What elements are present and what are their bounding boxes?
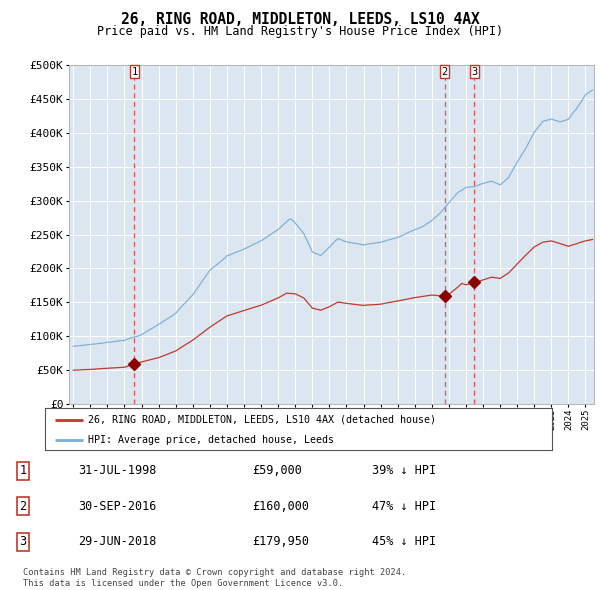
Text: Price paid vs. HM Land Registry's House Price Index (HPI): Price paid vs. HM Land Registry's House … (97, 25, 503, 38)
Text: 30-SEP-2016: 30-SEP-2016 (78, 500, 157, 513)
Text: 29-JUN-2018: 29-JUN-2018 (78, 535, 157, 548)
Text: 26, RING ROAD, MIDDLETON, LEEDS, LS10 4AX: 26, RING ROAD, MIDDLETON, LEEDS, LS10 4A… (121, 12, 479, 27)
Text: 47% ↓ HPI: 47% ↓ HPI (372, 500, 436, 513)
Text: 2: 2 (442, 67, 448, 77)
Text: This data is licensed under the Open Government Licence v3.0.: This data is licensed under the Open Gov… (23, 579, 343, 588)
Text: HPI: Average price, detached house, Leeds: HPI: Average price, detached house, Leed… (88, 435, 334, 444)
Text: £179,950: £179,950 (252, 535, 309, 548)
Text: 26, RING ROAD, MIDDLETON, LEEDS, LS10 4AX (detached house): 26, RING ROAD, MIDDLETON, LEEDS, LS10 4A… (88, 415, 436, 425)
Text: 3: 3 (472, 67, 478, 77)
Text: 2: 2 (19, 500, 26, 513)
Text: £59,000: £59,000 (252, 464, 302, 477)
Text: 1: 1 (131, 67, 137, 77)
Text: 3: 3 (19, 535, 26, 548)
Text: 1: 1 (19, 464, 26, 477)
Text: 45% ↓ HPI: 45% ↓ HPI (372, 535, 436, 548)
Text: 31-JUL-1998: 31-JUL-1998 (78, 464, 157, 477)
Text: £160,000: £160,000 (252, 500, 309, 513)
Text: Contains HM Land Registry data © Crown copyright and database right 2024.: Contains HM Land Registry data © Crown c… (23, 568, 406, 576)
Text: 39% ↓ HPI: 39% ↓ HPI (372, 464, 436, 477)
